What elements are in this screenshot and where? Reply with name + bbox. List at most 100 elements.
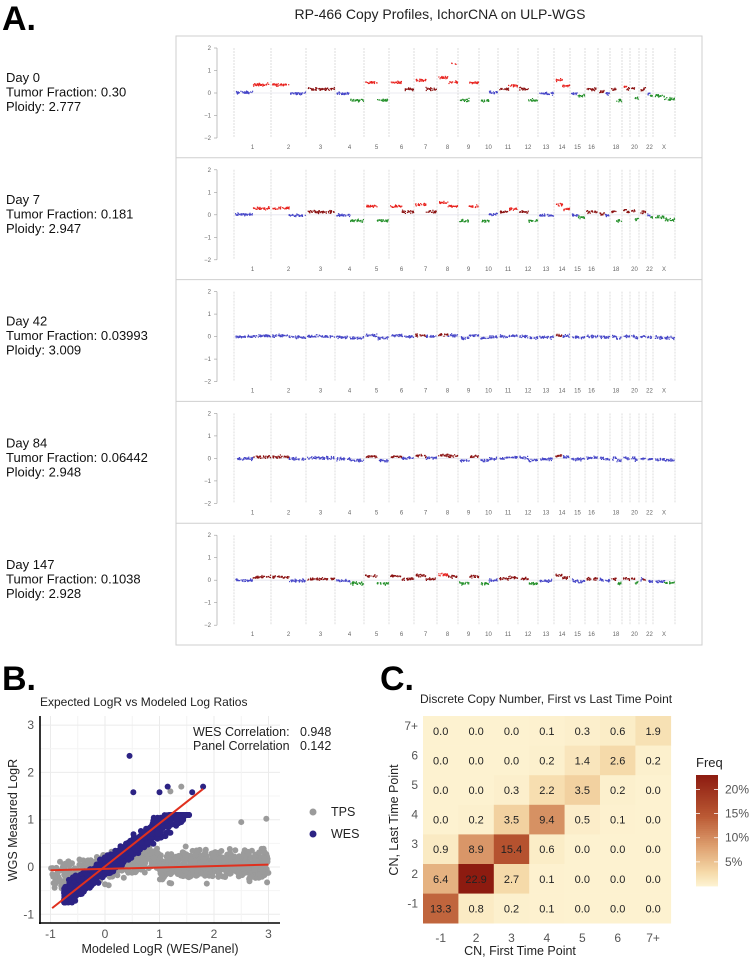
logr-point bbox=[261, 457, 263, 459]
logr-point bbox=[547, 580, 549, 582]
logr-point bbox=[650, 581, 652, 583]
logr-point bbox=[360, 582, 362, 584]
logr-point bbox=[561, 204, 563, 206]
logr-point bbox=[455, 81, 457, 83]
logr-point bbox=[449, 456, 451, 458]
logr-point bbox=[291, 335, 293, 337]
logr-point bbox=[433, 89, 435, 91]
logr-point bbox=[426, 88, 429, 90]
logr-point bbox=[429, 579, 431, 581]
logr-point bbox=[655, 580, 657, 582]
logr-point bbox=[394, 206, 396, 208]
logr-point bbox=[487, 99, 489, 101]
logr-point bbox=[359, 458, 361, 461]
logr-point bbox=[311, 211, 313, 213]
logr-point bbox=[319, 89, 321, 91]
logr-point bbox=[443, 77, 445, 79]
logr-point bbox=[291, 581, 293, 583]
logr-point bbox=[614, 577, 616, 579]
logr-point bbox=[526, 212, 528, 214]
y-tick-label: −1 bbox=[204, 601, 212, 607]
logr-point bbox=[616, 459, 619, 461]
logr-point bbox=[348, 92, 350, 94]
logr-point bbox=[280, 456, 283, 458]
logr-point bbox=[383, 460, 386, 462]
logr-point bbox=[557, 454, 559, 457]
logr-point bbox=[420, 203, 422, 205]
logr-point bbox=[655, 336, 657, 338]
logr-point bbox=[245, 91, 247, 93]
logr-point bbox=[417, 79, 419, 82]
logr-point bbox=[507, 577, 510, 580]
logr-point bbox=[555, 203, 558, 205]
logr-point bbox=[285, 576, 287, 578]
logr-point bbox=[463, 100, 466, 102]
logr-point bbox=[511, 335, 513, 337]
logr-point bbox=[342, 336, 344, 338]
logr-point bbox=[664, 460, 666, 462]
logr-point bbox=[318, 458, 320, 460]
logr-point bbox=[288, 458, 290, 460]
logr-point bbox=[552, 336, 554, 338]
logr-point bbox=[378, 99, 380, 101]
chromosome-label: 9 bbox=[467, 145, 471, 151]
logr-point bbox=[430, 456, 432, 458]
logr-point bbox=[526, 579, 528, 581]
logr-point bbox=[421, 79, 423, 81]
logr-point bbox=[548, 458, 550, 460]
logr-point bbox=[500, 212, 502, 214]
logr-point bbox=[527, 578, 529, 580]
chromosome-label: 2 bbox=[287, 632, 291, 638]
logr-point bbox=[327, 578, 329, 580]
logr-point bbox=[409, 577, 411, 579]
logr-point bbox=[503, 88, 505, 91]
logr-point bbox=[248, 458, 250, 460]
logr-point bbox=[377, 582, 379, 584]
logr-point bbox=[505, 88, 507, 90]
logr-point bbox=[474, 81, 476, 83]
logr-point bbox=[417, 456, 419, 458]
logr-point bbox=[323, 458, 325, 460]
chromosome-label: 3 bbox=[319, 632, 323, 638]
logr-point bbox=[279, 335, 281, 337]
logr-point bbox=[500, 210, 502, 212]
logr-point bbox=[454, 335, 456, 337]
logr-point bbox=[492, 213, 495, 215]
logr-point bbox=[337, 457, 339, 459]
logr-point bbox=[580, 459, 582, 461]
logr-point bbox=[367, 206, 369, 208]
logr-point bbox=[470, 334, 472, 336]
logr-point bbox=[605, 580, 608, 582]
logr-point bbox=[557, 205, 559, 207]
logr-point bbox=[440, 334, 442, 336]
logr-point bbox=[620, 337, 622, 339]
logr-point bbox=[327, 88, 330, 90]
logr-point bbox=[258, 82, 260, 84]
logr-point bbox=[347, 214, 349, 216]
logr-point bbox=[311, 458, 313, 460]
logr-point bbox=[325, 212, 327, 214]
logr-point bbox=[339, 92, 341, 94]
logr-point bbox=[504, 210, 506, 213]
logr-point bbox=[403, 457, 405, 460]
tumor-fraction-label: Tumor Fraction: 0.1038 bbox=[6, 572, 141, 587]
logr-point bbox=[342, 336, 345, 338]
logr-point bbox=[641, 210, 643, 212]
logr-point bbox=[636, 337, 638, 339]
logr-point bbox=[601, 90, 603, 92]
logr-point bbox=[337, 214, 339, 216]
logr-point bbox=[628, 578, 630, 580]
logr-point bbox=[299, 93, 301, 95]
logr-point bbox=[659, 95, 661, 97]
logr-point bbox=[593, 455, 595, 457]
logr-point bbox=[313, 210, 315, 212]
logr-point bbox=[381, 219, 383, 221]
logr-point bbox=[633, 334, 635, 336]
logr-point bbox=[590, 578, 592, 580]
y-tick-label: −1 bbox=[204, 357, 212, 363]
logr-point bbox=[544, 458, 546, 460]
logr-point bbox=[350, 460, 352, 462]
logr-point bbox=[407, 579, 410, 581]
logr-point bbox=[592, 89, 594, 91]
